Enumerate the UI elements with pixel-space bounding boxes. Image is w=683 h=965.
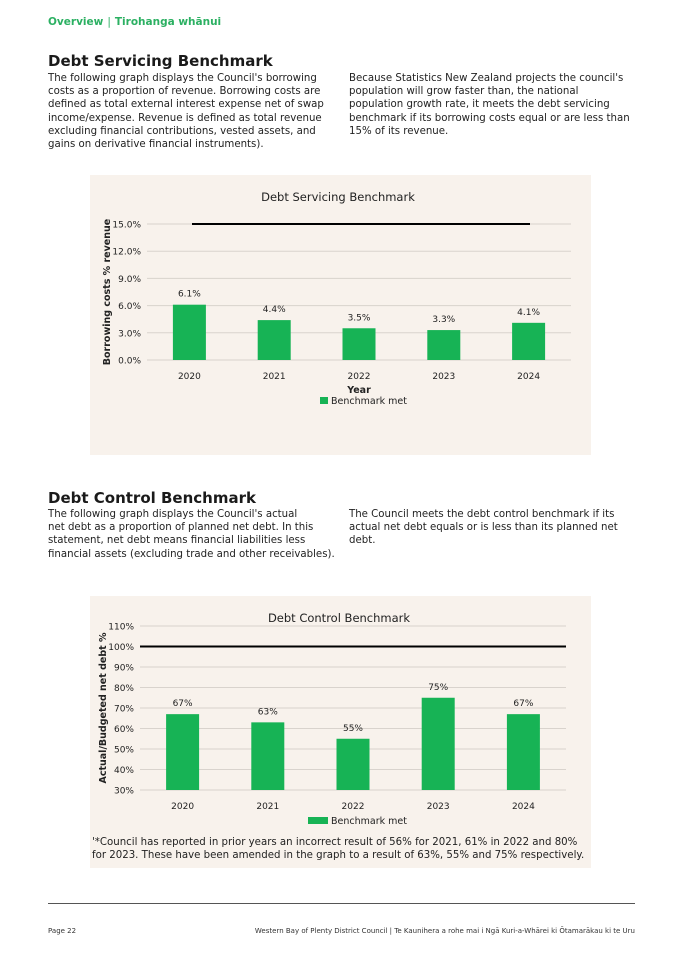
text-line: defined as total external interest expen… — [48, 99, 324, 111]
footer-divider — [48, 903, 635, 904]
text-line: The following graph displays the Council… — [48, 509, 298, 520]
legend-label: Benchmark met — [331, 816, 407, 827]
text-line: The Council meets the debt control bench… — [349, 509, 615, 520]
text-line: Because Statistics New Zealand projects … — [349, 73, 624, 84]
page-number: Page 22 — [48, 927, 77, 935]
x-tick-label: 2024 — [517, 372, 540, 382]
bar-2020 — [166, 714, 200, 790]
bar-2024 — [512, 322, 546, 360]
debt-servicing-criteria: Because Statistics New Zealand projects … — [349, 72, 639, 138]
chart-title: Debt Servicing Benchmark — [261, 190, 415, 204]
breadcrumb-subsection[interactable]: Tirohanga whānui — [114, 16, 222, 28]
legend-label: Benchmark met — [331, 396, 407, 407]
bar-2024 — [506, 714, 540, 790]
breadcrumb-section[interactable]: Overview — [48, 16, 104, 28]
y-tick-label: 12.0% — [112, 248, 141, 258]
y-tick-label: 30% — [114, 787, 134, 797]
debt-servicing-description: The following graph displays the Council… — [48, 72, 333, 151]
x-tick-label: 2022 — [348, 372, 371, 382]
y-tick-label: 80% — [114, 684, 134, 694]
y-tick-label: 90% — [114, 664, 134, 674]
text-line: actual net debt equals or is less than i… — [349, 522, 618, 534]
y-tick-label: 60% — [114, 725, 134, 735]
text-line: debt. — [349, 535, 376, 547]
text-line: population will grow faster than, the na… — [349, 86, 579, 98]
x-tick-label: 2021 — [263, 372, 286, 382]
text-line: statement, net debt means financial liab… — [48, 535, 306, 547]
text-line: The following graph displays the Council… — [48, 73, 317, 84]
bar-2023 — [421, 697, 455, 790]
bar-2021 — [251, 722, 285, 790]
debt-control-heading: Debt Control Benchmark — [48, 489, 256, 507]
text-line: income/expense. Revenue is defined as to… — [48, 112, 322, 124]
debt-control-description: The following graph displays the Council… — [48, 508, 338, 561]
bar-2020 — [172, 304, 206, 360]
x-axis-label: Year — [346, 385, 371, 396]
y-tick-label: 15.0% — [112, 221, 141, 231]
data-label: 4.4% — [263, 305, 286, 315]
text-line: 15% of its revenue. — [349, 125, 449, 137]
debt-servicing-heading: Debt Servicing Benchmark — [48, 52, 273, 70]
debt-servicing-chart: Debt Servicing Benchmark 0.0% 3.0% 6.0% 9.0%… — [102, 190, 571, 407]
legend-swatch — [308, 817, 328, 824]
debt-control-footnote: '*Council has reported in prior years an… — [92, 837, 585, 862]
bar-2022 — [342, 328, 376, 360]
data-label: 6.1% — [178, 290, 201, 300]
y-tick-label: 6.0% — [118, 302, 141, 312]
breadcrumb: Overview | Tirohanga whānui — [48, 16, 221, 28]
bar-2021 — [257, 320, 291, 360]
y-tick-label: 40% — [114, 766, 134, 776]
bar-2023 — [427, 330, 461, 360]
x-tick-label: 2020 — [178, 372, 201, 382]
text-line: excluding financial contributions, veste… — [48, 125, 316, 137]
debt-control-chart: Debt Control Benchmark 30% 40% 50% 60% 70% 80%… — [98, 611, 566, 827]
debt-control-criteria: The Council meets the debt control bench… — [349, 508, 639, 548]
text-line: costs as a proportion of revenue. Borrow… — [48, 86, 321, 98]
x-tick-label: 2024 — [512, 802, 535, 812]
data-label: 67% — [513, 699, 533, 709]
y-tick-label: 50% — [114, 746, 134, 756]
y-tick-label: 0.0% — [118, 357, 141, 367]
text-line: financial assets (excluding trade and ot… — [48, 548, 335, 560]
x-tick-label: 2022 — [342, 802, 365, 812]
data-label: 4.1% — [517, 308, 540, 318]
data-label: 3.5% — [348, 313, 371, 323]
text-line: gains on derivative financial instrument… — [48, 139, 264, 151]
breadcrumb-separator: | — [107, 16, 111, 28]
y-axis-label: Borrowing costs % revenue — [102, 219, 113, 365]
y-axis-label: Actual/Budgeted net debt % — [98, 632, 109, 784]
x-tick-label: 2023 — [427, 802, 450, 812]
y-tick-label: 100% — [108, 643, 134, 653]
chart-title: Debt Control Benchmark — [268, 611, 410, 625]
y-tick-label: 3.0% — [118, 329, 141, 339]
data-label: 55% — [343, 724, 363, 734]
data-label: 75% — [428, 683, 448, 693]
footer-organisation: Western Bay of Plenty District Council |… — [254, 927, 635, 935]
y-tick-label: 9.0% — [118, 275, 141, 285]
text-line: population growth rate, it meets the deb… — [349, 99, 610, 111]
legend-swatch — [320, 397, 328, 404]
data-label: 3.3% — [432, 315, 455, 325]
x-tick-label: 2021 — [256, 802, 279, 812]
bar-2022 — [336, 738, 370, 790]
y-tick-label: 110% — [108, 623, 134, 633]
data-label: 63% — [258, 707, 278, 717]
text-line: net debt as a proportion of planned net … — [48, 522, 314, 534]
debt-control-chart-panel: Debt Control Benchmark 30% 40% 50% 60% 70% 80%… — [90, 596, 591, 868]
debt-servicing-chart-panel: Debt Servicing Benchmark 0.0% 3.0% 6.0% 9.0%… — [90, 175, 591, 455]
data-label: 67% — [173, 699, 193, 709]
x-tick-label: 2020 — [171, 802, 194, 812]
y-tick-label: 70% — [114, 705, 134, 715]
text-line: benchmark if its borrowing costs equal o… — [349, 112, 630, 124]
x-tick-label: 2023 — [432, 372, 455, 382]
